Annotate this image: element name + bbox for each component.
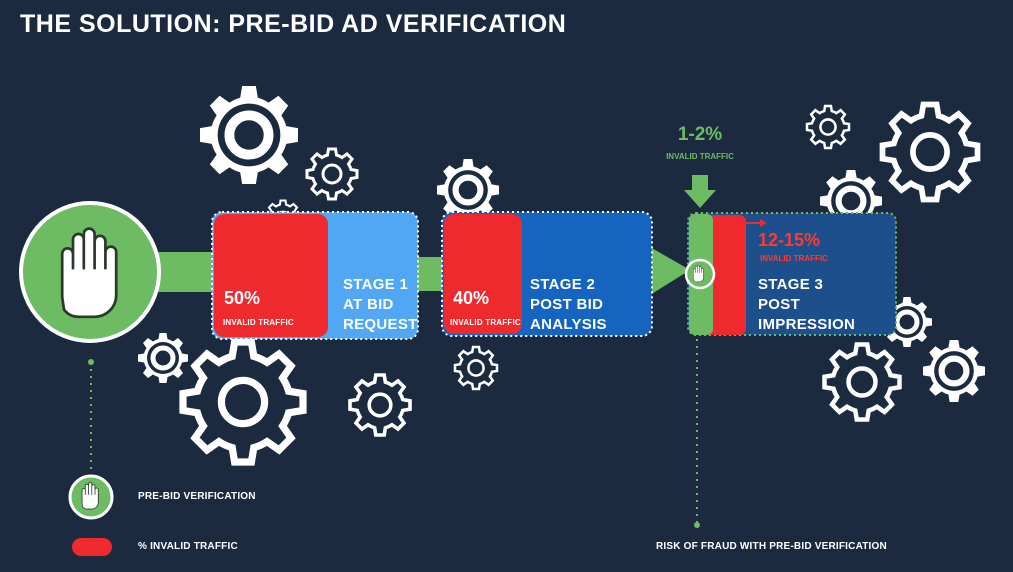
stage-1-label-line: AT BID (343, 296, 394, 313)
stage-3-label-line: IMPRESSION (758, 316, 856, 333)
stage-3-label-line: STAGE 3 (758, 276, 824, 293)
stage-3-label-line: POST (758, 296, 801, 313)
gear-icon (805, 104, 851, 150)
stage-2-label-line: ANALYSIS (530, 316, 607, 333)
legend-invalid-swatch (72, 538, 112, 556)
gear-icon (200, 86, 298, 184)
gear-icon (825, 345, 900, 420)
stage-2-invalid-bar (444, 214, 522, 334)
gear-icon (883, 105, 978, 200)
gear-icon (453, 345, 499, 391)
stage-3-percent: 12-15% (758, 230, 821, 250)
stage-1-label: STAGE 1 AT BID REQUEST (343, 275, 418, 335)
stage-1-percent-label: INVALID TRAFFIC (223, 318, 294, 327)
stage-1-invalid-bar (214, 214, 328, 337)
prebid-percent-label: INVALID TRAFFIC (666, 152, 734, 161)
stage-3-label: STAGE 3 POST IMPRESSION (758, 275, 855, 335)
gear-icon (138, 333, 188, 383)
stage-3-percent-label: INVALID TRAFFIC (760, 254, 828, 263)
gear-icon (348, 373, 412, 437)
legend-invalid-label: % INVALID TRAFFIC (138, 541, 238, 552)
prebid-percent: 1-2% (677, 124, 723, 145)
flow-arrow (650, 247, 690, 295)
risk-label: RISK OF FRAUD WITH PRE-BID VERIFICATION (656, 541, 887, 552)
stage-2-label-line: STAGE 2 (530, 276, 596, 293)
gear-icon (923, 340, 985, 402)
down-arrow-icon (684, 175, 716, 208)
stage-2-label-line: POST BID (530, 296, 604, 313)
stage-2-percent: 40% (453, 288, 490, 308)
stage-2-label: STAGE 2 POST BID ANALYSIS (530, 275, 607, 335)
legend-verification-label: PRE-BID VERIFICATION (138, 491, 256, 502)
page-title: THE SOLUTION: PRE-BID AD VERIFICATION (20, 10, 567, 38)
stage-1-label-line: STAGE 1 (343, 276, 409, 293)
stage-1-percent: 50% (224, 288, 261, 308)
gear-icon (305, 147, 359, 201)
gear-icon (183, 342, 303, 462)
stage-1-label-line: REQUEST (343, 316, 418, 333)
stage-2-percent-label: INVALID TRAFFIC (450, 318, 521, 327)
stage-3-invalid-bar (706, 215, 746, 335)
